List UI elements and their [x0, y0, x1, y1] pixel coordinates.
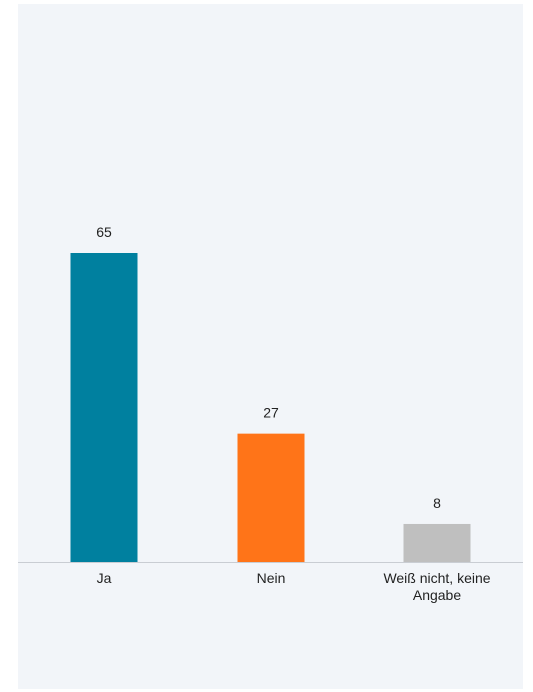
- bar-2: [403, 523, 471, 562]
- category-label-0-line-0: Ja: [97, 570, 112, 586]
- category-label-2-line-1: Angabe: [413, 587, 461, 603]
- category-labels-group: Ja Nein Weiß nicht, keine Angabe: [97, 570, 491, 603]
- category-label-2-line-0: Weiß nicht, keine: [383, 570, 490, 586]
- value-labels-group: 65 27 8: [96, 224, 441, 511]
- category-label-2: Weiß nicht, keine Angabe: [383, 570, 490, 603]
- value-label-1: 27: [263, 405, 279, 421]
- bars-group: [70, 253, 471, 562]
- category-label-1-line-0: Nein: [257, 570, 286, 586]
- value-label-0: 65: [96, 224, 112, 240]
- bar-1: [237, 433, 305, 562]
- category-label-0: Ja: [97, 570, 112, 586]
- value-label-2: 8: [433, 495, 441, 511]
- category-label-1: Nein: [257, 570, 286, 586]
- bar-0: [70, 253, 138, 562]
